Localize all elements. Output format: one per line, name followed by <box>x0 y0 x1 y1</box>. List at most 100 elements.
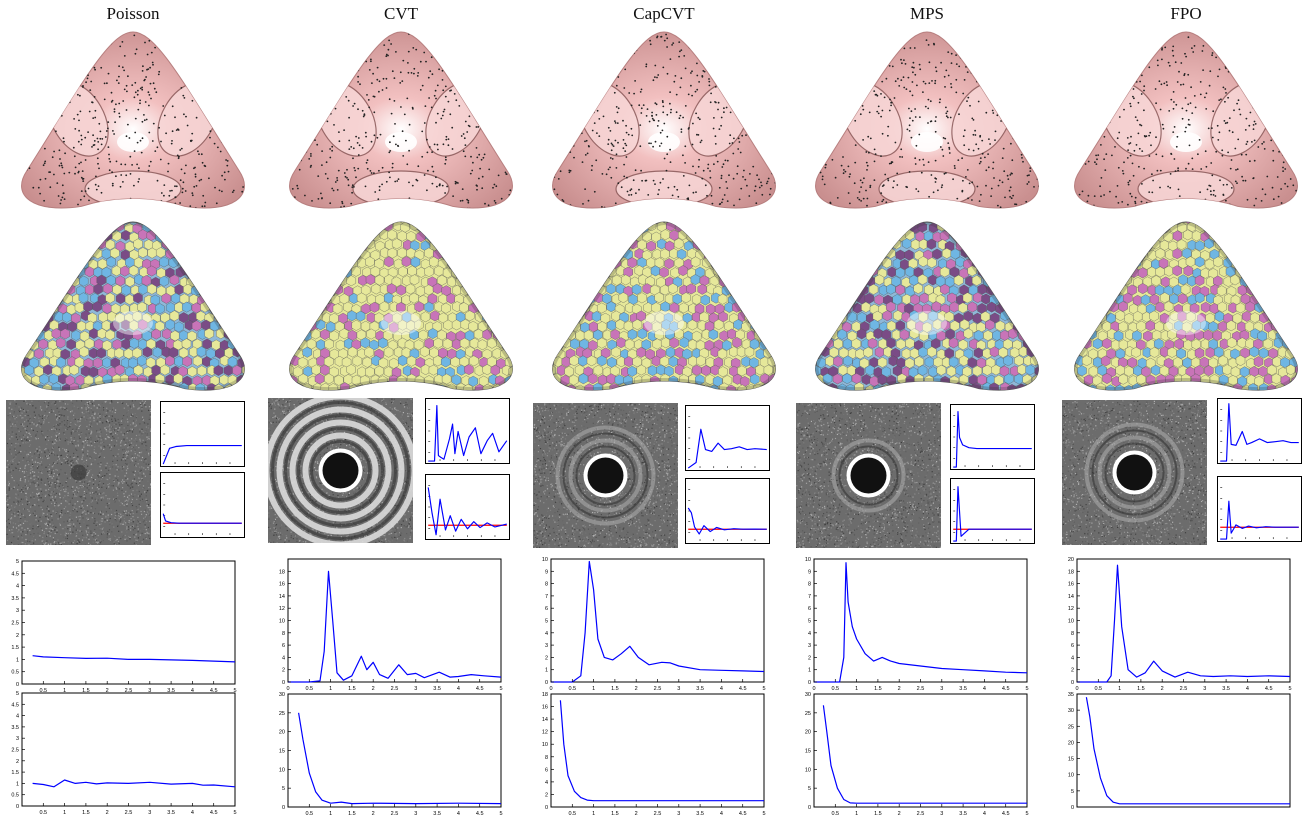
y-tick-label: 7 <box>545 594 548 600</box>
y-tick-label: 30 <box>279 692 285 698</box>
y-tick-label: 6 <box>808 606 811 612</box>
y-tick-label: 3 <box>16 736 19 742</box>
x-tick-label: 5 <box>499 686 502 692</box>
x-tick-label: 2.5 <box>391 686 399 692</box>
y-tick-label: 1.5 <box>11 645 19 651</box>
x-tick-label: 0 <box>549 686 552 692</box>
rdf-plot-rdf-bottom-capcvt: 0.5 1 1.5 2 2.5 3 3.5 4 4.5 5 0 2 4 6 8 10 12 14 16 18 <box>542 692 766 817</box>
x-tick-label: 5 <box>762 811 765 817</box>
rdf-plot-rdf-top-fpo: 0 0.5 1 1.5 2 2.5 3 3.5 4 4.5 5 0 2 4 6 8 10 12 14 16 18 20 <box>1068 557 1292 692</box>
x-tick-label: 2 <box>635 686 638 692</box>
x-tick-label: 1.5 <box>874 686 882 692</box>
series-line <box>1220 403 1299 462</box>
power-spectrum-image-mps <box>796 403 941 548</box>
y-tick-label: 6 <box>282 643 285 649</box>
y-tick-label: 1 <box>808 668 811 674</box>
y-tick-label: 4 <box>1071 655 1074 661</box>
y-tick-label: 9 <box>808 569 811 575</box>
x-tick-label: 4.5 <box>1002 686 1010 692</box>
x-tick-label: 3.5 <box>696 811 704 817</box>
y-tick-label: 0 <box>545 805 548 811</box>
rdf-plot-rdf-top-poisson: 0.5 1 1.5 2 2.5 3 3.5 4 4.5 5 0 0.5 1 1.5 2 2.5 3 3.5 4 4.5… <box>11 559 236 694</box>
x-tick-label: 1 <box>855 686 858 692</box>
spectrum-profile-spectrum-top-capcvt <box>685 405 770 471</box>
voronoi-surface-cvt <box>289 221 513 391</box>
spectrum-profile-spectrum-bottom-poisson <box>160 472 245 538</box>
y-tick-label: 0 <box>16 804 19 810</box>
y-tick-label: 9 <box>545 569 548 575</box>
x-tick-label: 3 <box>148 810 151 816</box>
y-tick-label: 5 <box>282 786 285 792</box>
y-tick-label: 4.5 <box>11 702 19 708</box>
y-tick-label: 10 <box>279 619 285 625</box>
x-tick-label: 1.5 <box>82 810 90 816</box>
column-title-mps: MPS <box>909 4 945 23</box>
spectrum-profile-spectrum-top-cvt <box>425 398 510 464</box>
x-tick-label: 1.5 <box>1137 686 1145 692</box>
x-tick-label: 3.5 <box>959 686 967 692</box>
x-tick-label: 2 <box>106 810 109 816</box>
y-tick-label: 7 <box>808 594 811 600</box>
y-tick-label: 0 <box>808 805 811 811</box>
y-tick-label: 0 <box>1071 680 1074 686</box>
spectrum-profile-spectrum-bottom-capcvt <box>685 478 770 544</box>
x-tick-label: 3 <box>1203 686 1206 692</box>
y-tick-label: 0 <box>808 680 811 686</box>
spectrum-profile-spectrum-bottom-cvt <box>425 474 510 540</box>
x-tick-label: 3 <box>414 686 417 692</box>
x-tick-label: 3.5 <box>696 686 704 692</box>
x-tick-label: 1 <box>63 810 66 816</box>
y-tick-label: 2 <box>1071 668 1074 674</box>
y-tick-label: 4 <box>545 780 548 786</box>
y-tick-label: 20 <box>1068 740 1074 746</box>
x-tick-label: 4.5 <box>739 811 747 817</box>
x-tick-label: 0 <box>286 686 289 692</box>
y-tick-label: 1 <box>16 781 19 787</box>
y-tick-label: 5 <box>808 619 811 625</box>
y-tick-label: 18 <box>279 569 285 575</box>
x-tick-label: 0.5 <box>831 811 839 817</box>
x-tick-label: 2.5 <box>917 686 925 692</box>
y-tick-label: 0 <box>1071 805 1074 811</box>
x-tick-label: 1 <box>63 688 66 694</box>
x-tick-label: 1.5 <box>348 686 356 692</box>
series-line <box>162 444 242 465</box>
y-tick-label: 1 <box>16 657 19 663</box>
x-tick-label: 1 <box>329 811 332 817</box>
x-tick-label: 2 <box>898 811 901 817</box>
x-tick-label: 1.5 <box>611 811 619 817</box>
series-line <box>559 700 764 802</box>
y-tick-label: 10 <box>279 767 285 773</box>
x-tick-label: 5 <box>233 810 236 816</box>
y-tick-label: 25 <box>279 711 285 717</box>
x-tick-label: 4.5 <box>1002 811 1010 817</box>
voronoi-surface-capcvt <box>552 221 776 391</box>
x-tick-label: 3 <box>940 811 943 817</box>
x-tick-label: 4 <box>720 686 723 692</box>
series-line <box>427 487 507 536</box>
x-tick-label: 4 <box>720 811 723 817</box>
x-tick-label: 3 <box>677 811 680 817</box>
y-tick-label: 3.5 <box>11 725 19 731</box>
y-tick-label: 10 <box>1068 619 1074 625</box>
x-tick-label: 0.5 <box>39 688 47 694</box>
x-tick-label: 0.5 <box>568 811 576 817</box>
x-tick-label: 1.5 <box>82 688 90 694</box>
x-tick-label: 4 <box>457 811 460 817</box>
y-tick-label: 0 <box>282 805 285 811</box>
rdf-plot-rdf-top-cvt: 0 0.5 1 1.5 2 2.5 3 3.5 4 4.5 5 0 2 4 6 8 10 12 14 16 18 <box>279 558 503 692</box>
series-line <box>428 405 508 462</box>
series-line <box>953 486 1032 542</box>
x-tick-label: 3.5 <box>959 811 967 817</box>
x-tick-label: 1 <box>1118 686 1121 692</box>
y-tick-label: 5 <box>1071 789 1074 795</box>
series-line <box>162 513 242 524</box>
y-tick-label: 2 <box>808 655 811 661</box>
rdf-plot-rdf-bottom-mps: 0.5 1 1.5 2 2.5 3 3.5 4 4.5 5 0 5 10 15 20 25 30 <box>805 692 1029 817</box>
column-title-poisson: Poisson <box>106 4 160 23</box>
x-tick-label: 1.5 <box>611 686 619 692</box>
power-spectrum-image-cvt <box>268 398 413 543</box>
x-tick-label: 4 <box>983 811 986 817</box>
series-line <box>1220 500 1299 540</box>
y-tick-label: 4.5 <box>11 571 19 577</box>
